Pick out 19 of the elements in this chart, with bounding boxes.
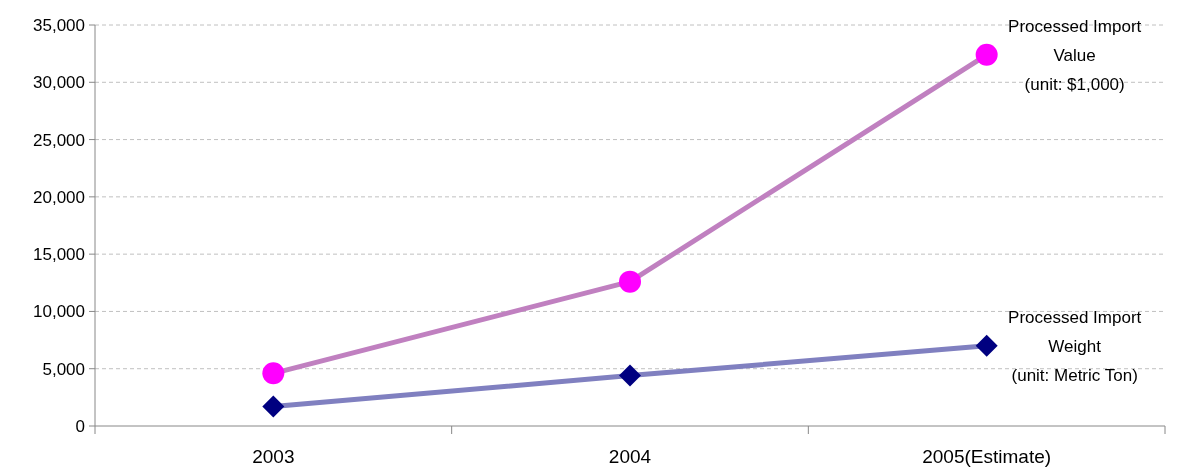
point — [975, 334, 998, 357]
point — [262, 362, 285, 385]
y-tick-label: 20,000 — [33, 187, 85, 207]
point — [619, 270, 641, 293]
x-tick-label: 2004 — [608, 446, 652, 467]
y-tick-label: 35,000 — [33, 15, 85, 35]
point — [262, 395, 285, 418]
y-tick-label: 15,000 — [33, 245, 85, 265]
y-tick-label: 25,000 — [33, 130, 85, 150]
series-label: Processed Import Weight (unit: Metric Ton) — [1008, 307, 1142, 385]
y-tick-label: 5,000 — [42, 359, 85, 379]
x-tick-label: 2005(Estimate) — [922, 446, 1052, 467]
y-tick-label: 10,000 — [33, 302, 85, 322]
series-label: Processed Import Value (unit: $1,000) — [1008, 16, 1142, 94]
y-tick-label: 30,000 — [33, 73, 85, 93]
x-tick-label: 2003 — [252, 446, 295, 467]
point — [619, 364, 641, 387]
point — [975, 43, 998, 66]
y-tick-label: 0 — [75, 416, 85, 436]
